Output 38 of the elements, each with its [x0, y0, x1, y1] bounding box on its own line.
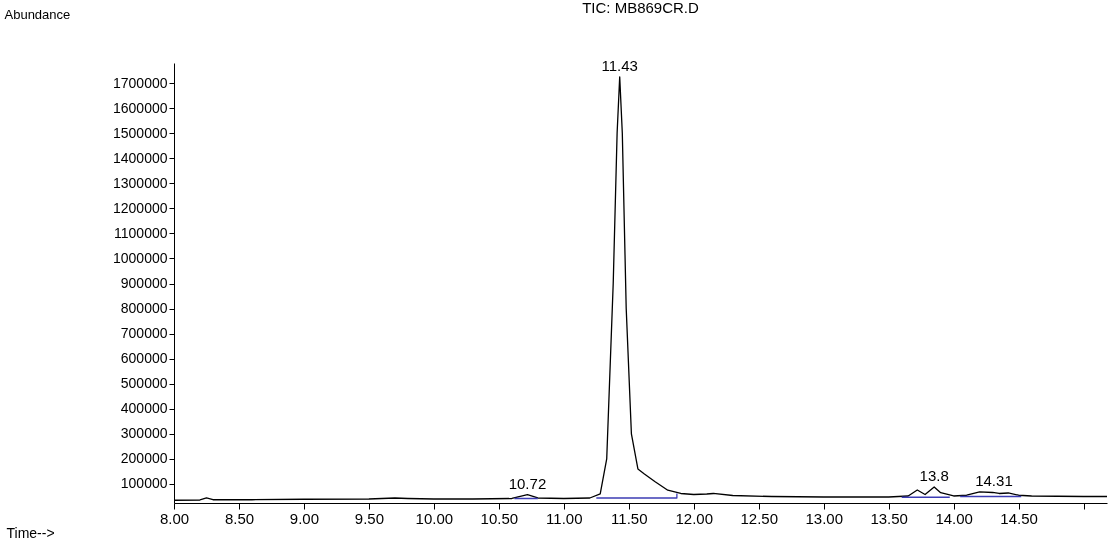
y-tick-label: 1000000: [112, 249, 168, 266]
annotation: 14.31: [975, 471, 1013, 489]
x-tick-label: 11.00: [546, 509, 583, 527]
y-tick-label: 700000: [120, 325, 168, 342]
x-tick-label: 8.00: [159, 509, 190, 527]
x-tick-label: 12.50: [740, 509, 779, 527]
y-tick-label: 900000: [120, 275, 168, 291]
x-tick-label: 9.00: [289, 509, 320, 527]
annotation: 10.72: [508, 474, 547, 492]
x-axis-title: Time-->: [6, 524, 55, 541]
x-tick-label: 10.00: [415, 509, 454, 527]
y-tick-label: 1100000: [114, 224, 168, 241]
y-tick-label: 1300000: [112, 174, 168, 191]
y-tick-label: 300000: [120, 425, 168, 442]
x-tick-label: 14.00: [935, 509, 973, 527]
annotation: 13.8: [919, 466, 949, 484]
y-tick-label: 800000: [120, 300, 168, 317]
x-tick-label: 14.50: [1000, 509, 1038, 527]
y-tick-label: 600000: [120, 350, 168, 367]
x-tick-label: 13.50: [870, 509, 908, 527]
x-tick-label: 11.50: [611, 509, 648, 527]
y-axis-title: Abundance: [4, 6, 71, 22]
y-tick-label: 500000: [120, 375, 168, 392]
x-tick-label: 9.50: [354, 509, 385, 527]
x-tick-label: 13.00: [805, 509, 843, 527]
x-tick-label: 12.00: [675, 509, 714, 527]
y-tick-label: 1600000: [112, 99, 168, 116]
y-tick-label: 1700000: [112, 74, 168, 91]
y-tick-label: 1400000: [112, 149, 168, 166]
y-tick-label: 1200000: [112, 199, 168, 216]
x-tick-label: 10.50: [480, 509, 519, 527]
annotation: 11.43: [601, 56, 638, 74]
y-tick-label: 400000: [120, 400, 168, 417]
y-tick-label: 200000: [120, 450, 168, 467]
y-tick-label: 100000: [120, 475, 168, 492]
chart-title: TIC: MB869CR.D: [582, 0, 700, 16]
y-tick-label: 1500000: [112, 124, 168, 141]
x-tick-label: 8.50: [224, 509, 255, 527]
